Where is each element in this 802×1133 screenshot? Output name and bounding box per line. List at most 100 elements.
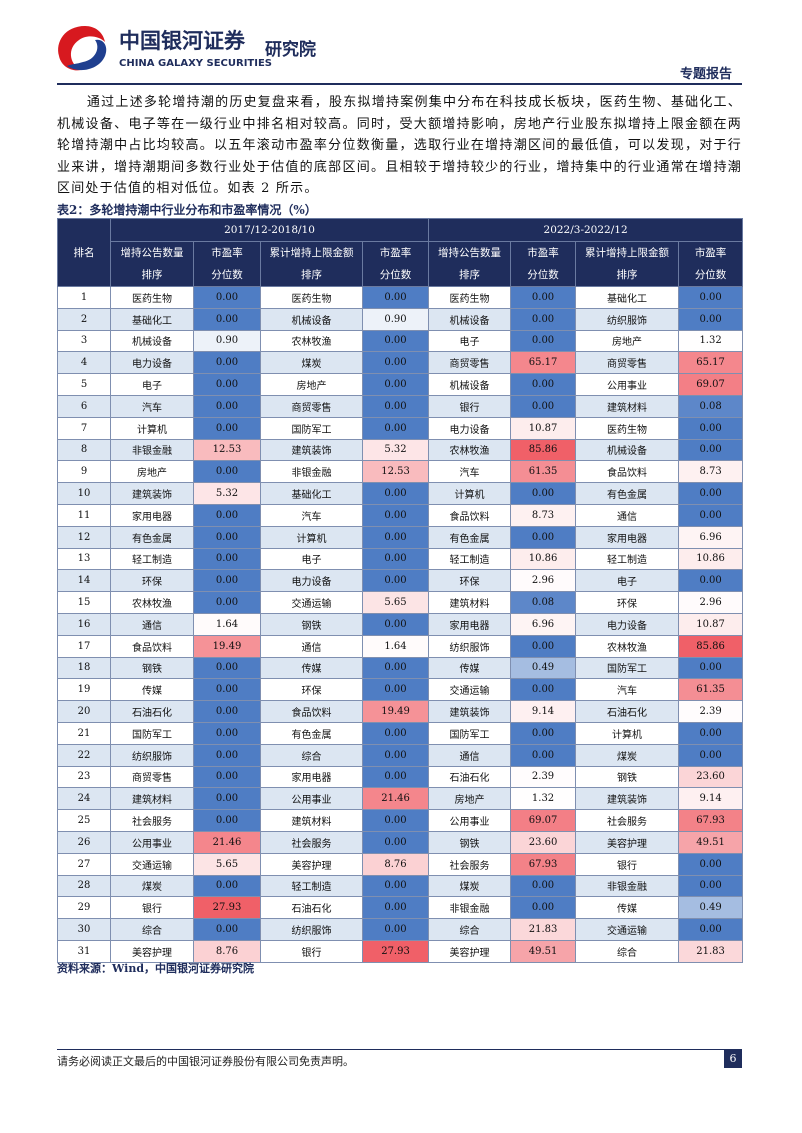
- pe-percentile: 2.96: [678, 591, 744, 614]
- pe-percentile: 27.93: [361, 939, 430, 963]
- industry: 食品饮料: [575, 460, 680, 484]
- rank: 29: [57, 896, 111, 920]
- industry: 建筑装饰: [260, 438, 363, 462]
- rank: 24: [57, 787, 111, 811]
- industry: 石油石化: [260, 896, 363, 920]
- industry: 纺织服饰: [260, 918, 363, 941]
- rank: 26: [57, 830, 111, 854]
- subheader-line: 分位数: [527, 269, 559, 281]
- industry: 石油石化: [110, 700, 194, 723]
- data-row: 9 房地产 0.00 非银金融 12.53 汽车 61.35 食品饮料 8.73: [57, 460, 744, 484]
- industry: 石油石化: [575, 700, 680, 723]
- pe-percentile: 8.76: [361, 852, 430, 876]
- pe-percentile: 1.32: [678, 329, 744, 353]
- subheader-line: 排序: [301, 269, 322, 281]
- industry: 家用电器: [428, 612, 512, 636]
- pe-percentile: 12.53: [361, 460, 430, 484]
- industry: 社会服务: [575, 809, 680, 832]
- pe-percentile: 0.00: [193, 503, 261, 527]
- pe-percentile: 0.00: [678, 482, 744, 505]
- industry: 有色金属: [428, 525, 512, 549]
- industry: 纺织服饰: [110, 743, 194, 767]
- subheader-line: 分位数: [379, 269, 412, 281]
- pe-percentile: 0.00: [678, 438, 744, 462]
- industry: 商贸零售: [428, 351, 512, 375]
- industry: 交通运输: [260, 591, 363, 614]
- industry: 非银金融: [428, 896, 512, 920]
- pe-percentile: 69.07: [510, 809, 577, 832]
- pe-percentile: 0.00: [510, 721, 577, 745]
- data-row: 20 石油石化 0.00 食品饮料 19.49 建筑装饰 9.14 石油石化 2.39: [57, 700, 744, 723]
- pe-percentile: 8.73: [510, 503, 577, 527]
- pe-percentile: 0.00: [193, 394, 261, 418]
- pe-percentile: 0.00: [510, 286, 577, 309]
- subheader-line: 排序: [459, 269, 481, 281]
- pe-percentile: 0.00: [193, 700, 261, 723]
- industry: 房地产: [260, 373, 363, 396]
- pe-percentile: 0.00: [678, 416, 744, 440]
- table: 排名 2017/12-2018/10 2022/3-2022/12 增持公告数量 排序市…: [57, 218, 744, 963]
- rank: 11: [57, 503, 111, 527]
- period-header: 2022/3-2022/12: [428, 218, 744, 242]
- data-row: 5 电子 0.00 房地产 0.00 机械设备 0.00 公用事业 69.07: [57, 373, 744, 396]
- pe-percentile: 0.00: [361, 482, 430, 505]
- industry: 公用事业: [428, 809, 512, 832]
- industry: 美容护理: [575, 830, 680, 854]
- industry: 计算机: [110, 416, 194, 440]
- industry: 社会服务: [110, 809, 194, 832]
- rank: 25: [57, 809, 111, 832]
- industry: 钢铁: [260, 612, 363, 636]
- industry: 农林牧渔: [260, 329, 363, 353]
- paragraph: 通过上述多轮增持潮的历史复盘来看，股东拟增持案例集中分布在科技成长板块，医药生物…: [57, 95, 742, 196]
- rank: 31: [57, 939, 111, 963]
- source: 资料来源：Wind，中国银河证券研究院: [57, 962, 255, 975]
- industry: 国防军工: [260, 416, 363, 440]
- subheader-line: 分位数: [211, 269, 243, 281]
- data-row: 25 社会服务 0.00 建筑材料 0.00 公用事业 69.07 社会服务 67.93: [57, 809, 744, 832]
- pe-percentile: 0.00: [510, 373, 577, 396]
- data-row: 19 传媒 0.00 环保 0.00 交通运输 0.00 汽车 61.35: [57, 678, 744, 702]
- data-row: 23 商贸零售 0.00 家用电器 0.00 石油石化 2.39 钢铁 23.60: [57, 765, 744, 789]
- industry: 计算机: [428, 482, 512, 505]
- pe-percentile: 0.08: [510, 591, 577, 614]
- pe-percentile: 0.00: [193, 569, 261, 593]
- subheader: 累计增持上限金额 排序: [575, 241, 680, 287]
- data-row: 10 建筑装饰 5.32 基础化工 0.00 计算机 0.00 有色金属 0.00: [57, 482, 744, 505]
- pe-percentile: 61.35: [678, 678, 744, 702]
- industry: 机械设备: [110, 329, 194, 353]
- pe-percentile: 49.51: [678, 830, 744, 854]
- pe-percentile: 0.00: [361, 286, 430, 309]
- pe-percentile: 0.00: [361, 373, 430, 396]
- pe-percentile: 12.53: [193, 438, 261, 462]
- industry: 美容护理: [428, 939, 512, 963]
- pe-percentile: 0.00: [510, 394, 577, 418]
- pe-percentile: 0.00: [510, 743, 577, 767]
- data-row: 6 汽车 0.00 商贸零售 0.00 银行 0.00 建筑材料 0.08: [57, 394, 744, 418]
- pe-percentile: 0.00: [193, 286, 261, 309]
- rank: 28: [57, 874, 111, 898]
- industry: 家用电器: [110, 503, 194, 527]
- industry: 综合: [110, 918, 194, 941]
- industry: 农林牧渔: [110, 591, 194, 614]
- data-row: 28 煤炭 0.00 轻工制造 0.00 煤炭 0.00 非银金融 0.00: [57, 874, 744, 898]
- pe-percentile: 0.00: [678, 743, 744, 767]
- pe-percentile: 0.00: [678, 503, 744, 527]
- rank: 13: [57, 547, 111, 571]
- pe-percentile: 0.00: [193, 351, 261, 375]
- data-row: 7 计算机 0.00 国防军工 0.00 电力设备 10.87 医药生物 0.00: [57, 416, 744, 440]
- industry: 建筑材料: [428, 591, 512, 614]
- industry: 食品饮料: [110, 634, 194, 658]
- subheader: 累计增持上限金额 排序: [260, 241, 363, 287]
- industry: 国防军工: [428, 721, 512, 745]
- industry: 传媒: [260, 656, 363, 680]
- industry: 石油石化: [428, 765, 512, 789]
- pe-percentile: 10.86: [510, 547, 577, 571]
- industry: 交通运输: [110, 852, 194, 876]
- industry: 综合: [428, 918, 512, 941]
- industry: 电力设备: [428, 416, 512, 440]
- data-row: 21 国防军工 0.00 有色金属 0.00 国防军工 0.00 计算机 0.00: [57, 721, 744, 745]
- pe-percentile: 8.73: [678, 460, 744, 484]
- pe-percentile: 0.00: [361, 329, 430, 353]
- pe-percentile: 27.93: [193, 896, 261, 920]
- pe-percentile: 0.00: [361, 656, 430, 680]
